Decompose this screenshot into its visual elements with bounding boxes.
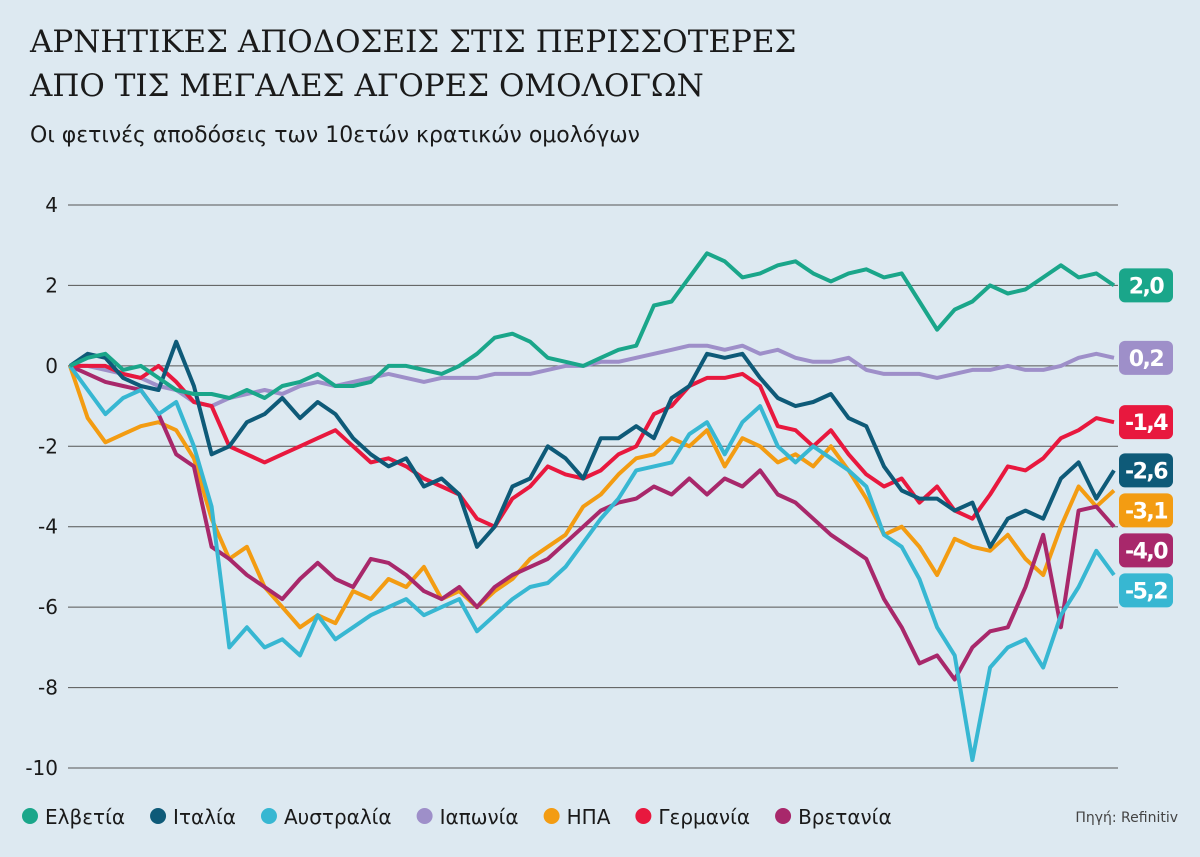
source: Πηγή: Refinitiv [1075, 810, 1178, 826]
y-tick-label: -4 [38, 515, 58, 539]
legend-marker [543, 808, 560, 824]
line [70, 363, 1115, 529]
y-tick-label: -10 [25, 756, 58, 780]
legend-label: Ελβετία [45, 805, 125, 829]
line [68, 339, 1116, 549]
chart-subtitle: Οι φετινές αποδόσεις των 10ετών κρατικών… [30, 123, 640, 148]
line [69, 364, 1116, 682]
y-tick-label: -2 [38, 434, 58, 458]
chart-title: ΑΠΟ ΤΙΣ ΜΕΓΑΛΕΣ ΑΓΟΡΕΣ ΟΜΟΛΟΓΩΝ [29, 68, 704, 104]
legend-label: Ιταλία [173, 805, 236, 829]
legend-label: Γερμανία [658, 805, 750, 829]
line [69, 251, 1116, 400]
line [68, 365, 1116, 630]
legend-marker [22, 808, 38, 824]
value-badge [1119, 268, 1173, 303]
legend-label: Ιαπωνία [440, 805, 519, 829]
value-badge [1119, 533, 1173, 568]
value-label: 2,0 [1129, 274, 1165, 299]
value-badge [1119, 453, 1173, 488]
value-badge [1119, 493, 1173, 528]
legend-label: Αυστραλία [284, 805, 392, 829]
legend-marker [775, 808, 792, 824]
value-label: -4,0 [1125, 539, 1168, 564]
value-badge [1119, 573, 1173, 608]
value-badge [1119, 405, 1173, 440]
value-label: -3,1 [1125, 499, 1167, 524]
value-label: -1,4 [1125, 411, 1168, 436]
legend-label: Βρετανία [798, 805, 892, 829]
legend-marker [635, 808, 652, 824]
y-tick-label: 0 [45, 354, 58, 378]
value-label: -2,6 [1125, 459, 1168, 484]
value-badge [1119, 340, 1173, 375]
legend-marker [150, 808, 167, 824]
y-tick-label: 2 [45, 273, 58, 297]
legend-marker [260, 808, 277, 824]
value-label: -5,2 [1125, 579, 1167, 604]
legend-label: ΗΠΑ [567, 805, 611, 829]
line [68, 364, 1116, 762]
y-tick-label: -8 [38, 676, 58, 700]
value-label: 0,2 [1129, 347, 1164, 372]
legend-marker [416, 808, 433, 824]
y-tick-label: 4 [45, 193, 58, 217]
chart-title: ΑΡΝΗΤΙΚΕΣ ΑΠΟΔΟΣΕΙΣ ΣΤΙΣ ΠΕΡΙΣΣΟΤΕΡΕΣ [29, 24, 796, 60]
y-tick-label: -6 [38, 595, 58, 619]
